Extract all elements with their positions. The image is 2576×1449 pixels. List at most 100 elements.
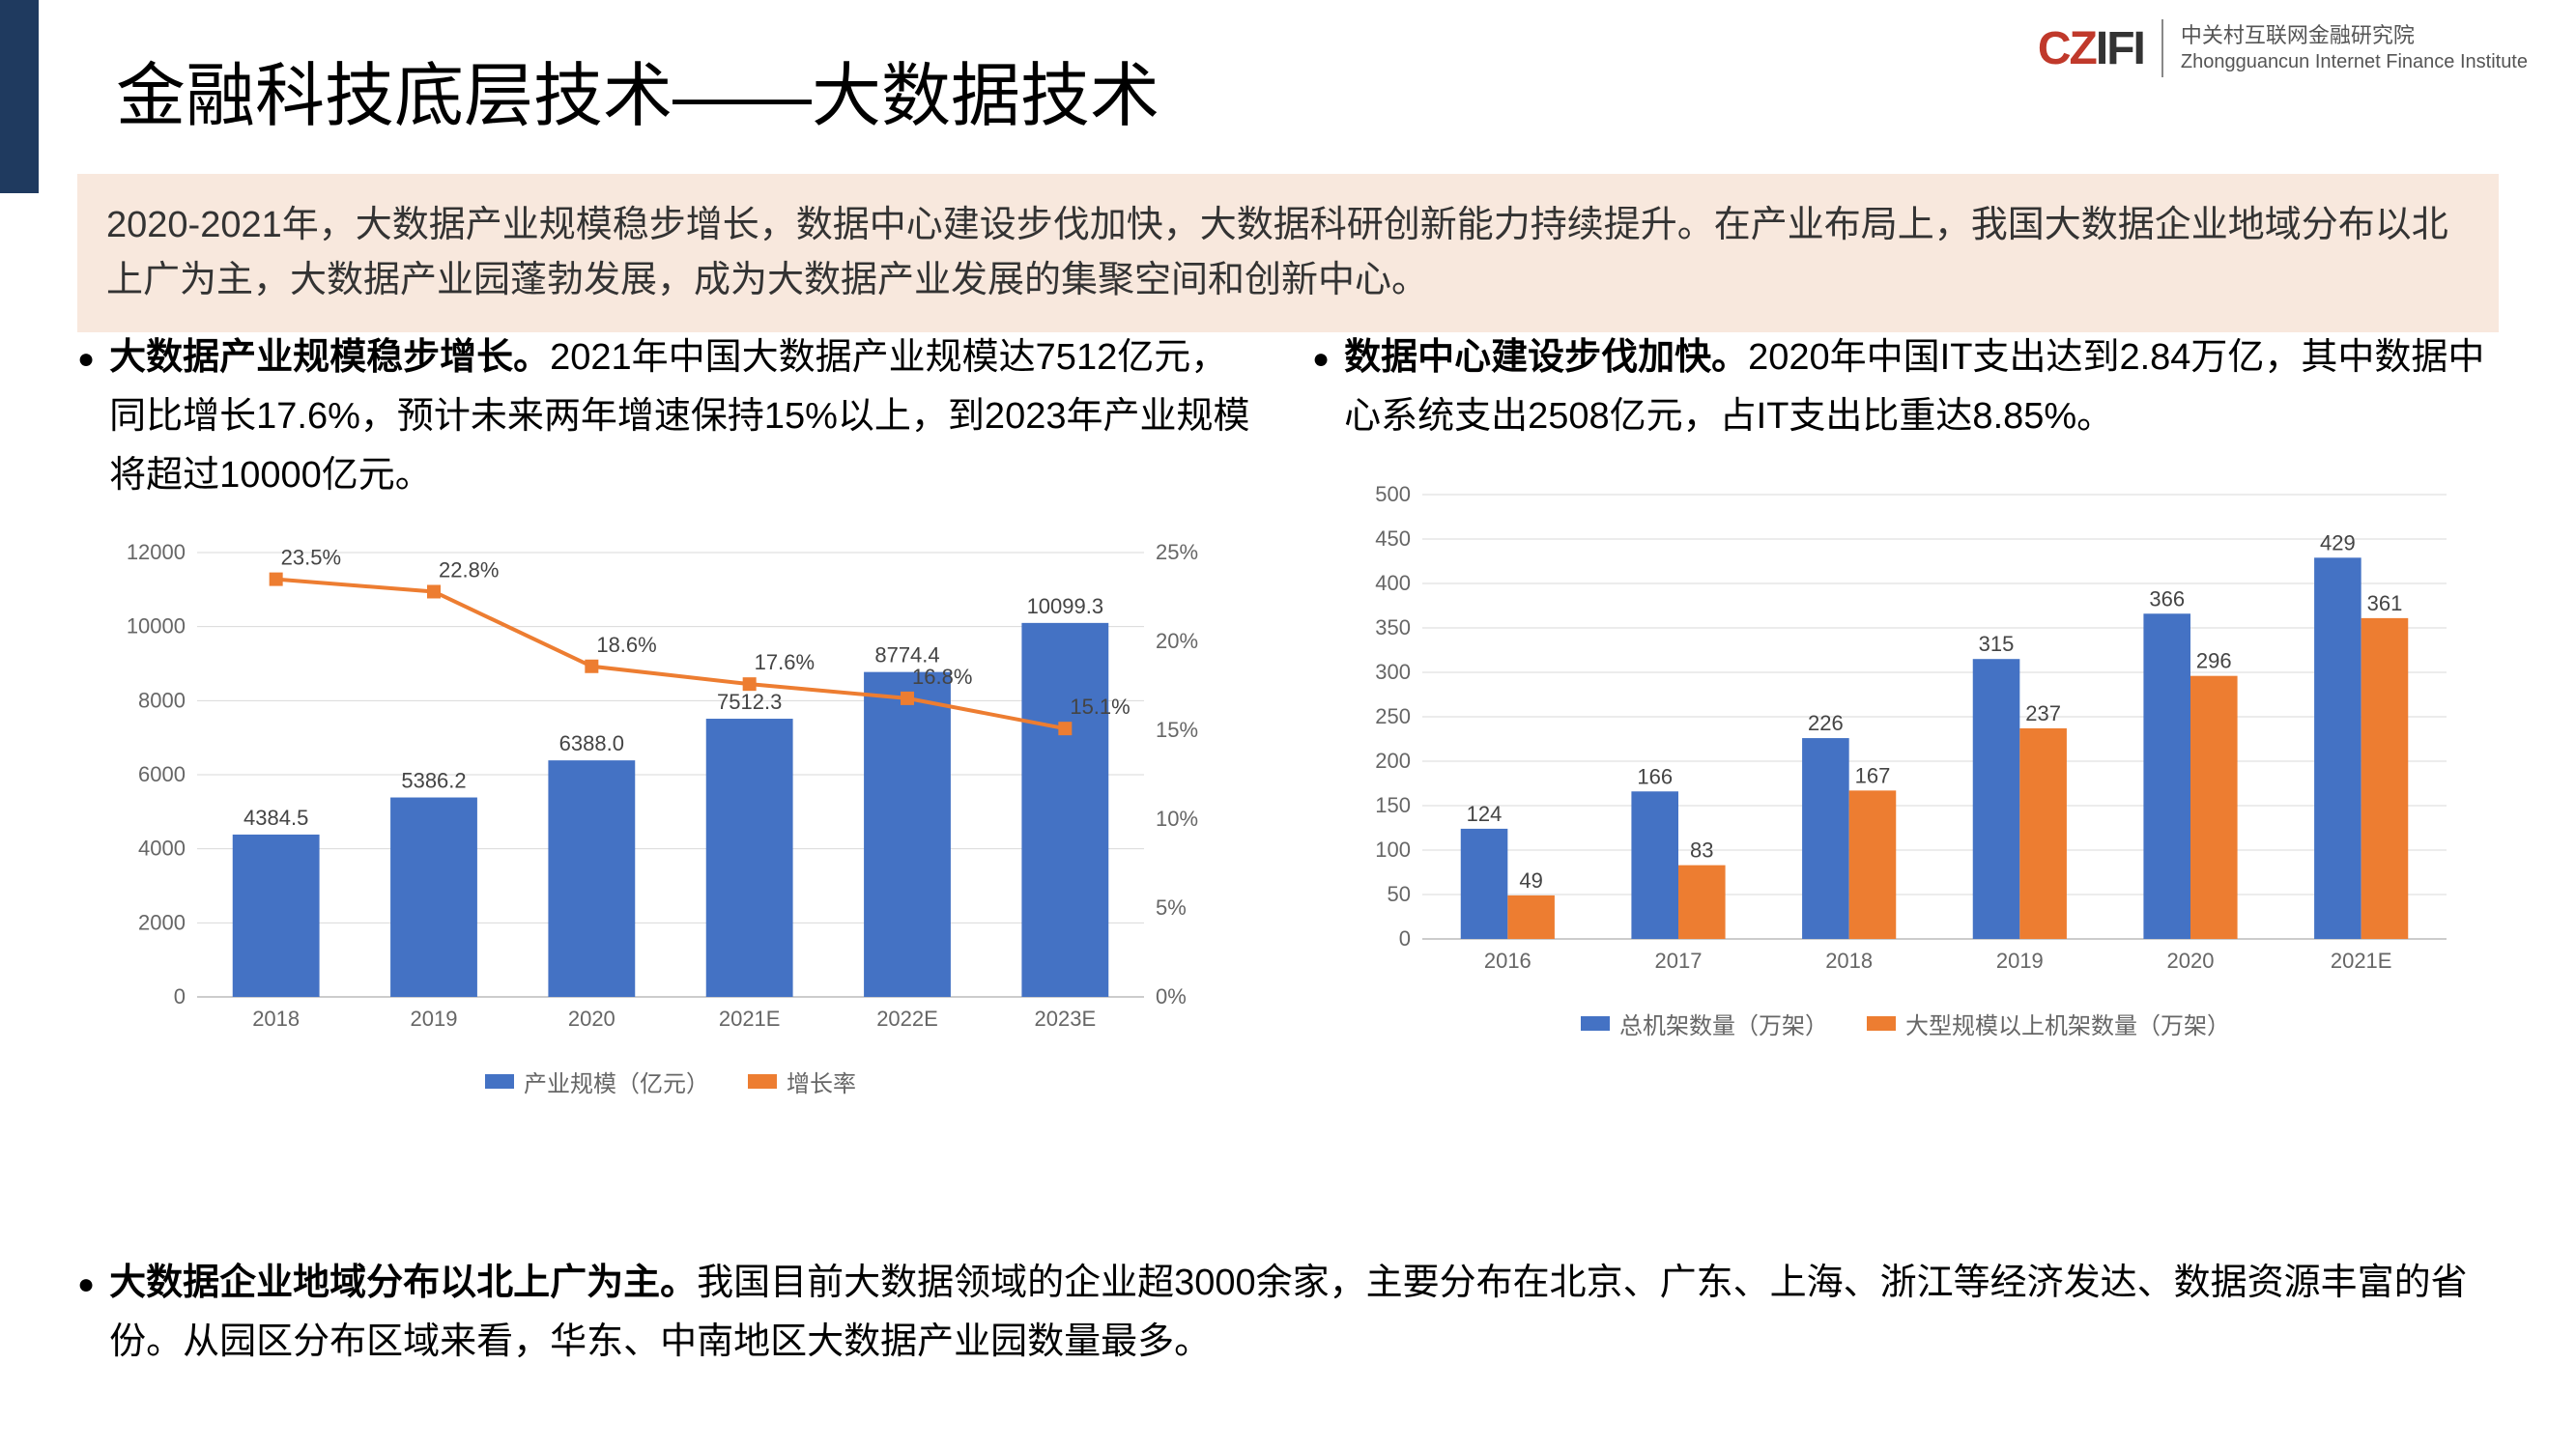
svg-text:5%: 5% [1156,895,1187,920]
svg-text:400: 400 [1375,571,1411,595]
bullet-right: ● 数据中心建设步伐加快。2020年中国IT支出达到2.84万亿，其中数据中心系… [1312,328,2499,446]
svg-text:2020: 2020 [568,1007,615,1031]
svg-text:23.5%: 23.5% [281,546,341,570]
svg-text:361: 361 [2367,590,2403,614]
svg-text:150: 150 [1375,793,1411,817]
svg-text:6388.0: 6388.0 [559,732,624,756]
svg-text:22.8%: 22.8% [439,558,499,582]
intro-box: 2020-2021年，大数据产业规模稳步增长，数据中心建设步伐加快，大数据科研创… [77,174,2499,332]
svg-text:83: 83 [1690,838,1713,862]
svg-text:250: 250 [1375,704,1411,728]
svg-text:6000: 6000 [138,762,186,786]
svg-text:500: 500 [1375,482,1411,506]
svg-text:2019: 2019 [1996,949,2044,973]
svg-text:296: 296 [2196,648,2232,672]
svg-text:2020: 2020 [2167,949,2215,973]
svg-text:237: 237 [2025,701,2061,725]
bullet-bottom: ● 大数据企业地域分布以北上广为主。我国目前大数据领域的企业超3000余家，主要… [77,1254,2499,1372]
svg-text:15%: 15% [1156,718,1198,742]
svg-text:15.1%: 15.1% [1070,696,1130,720]
svg-text:2000: 2000 [138,911,186,935]
legend-item: 总机架数量（万架） [1581,1007,1828,1040]
svg-text:350: 350 [1375,615,1411,639]
svg-text:12000: 12000 [127,540,186,564]
bullet-bottom-text: 大数据企业地域分布以北上广为主。我国目前大数据领域的企业超3000余家，主要分布… [109,1254,2499,1372]
legend-swatch-line [748,1074,777,1089]
logo-mark: CZIFI [2038,22,2144,75]
svg-text:20%: 20% [1156,629,1198,653]
svg-text:166: 166 [1637,764,1673,788]
svg-text:366: 366 [2149,586,2185,611]
logo-suffix: IFI [2096,23,2144,74]
svg-text:2018: 2018 [252,1007,300,1031]
svg-text:2016: 2016 [1484,949,1531,973]
columns: ● 大数据产业规模稳步增长。2021年中国大数据产业规模达7512亿元，同比增长… [77,328,2499,1098]
svg-text:10%: 10% [1156,807,1198,831]
col-right: ● 数据中心建设步伐加快。2020年中国IT支出达到2.84万亿，其中数据中心系… [1312,328,2499,1098]
svg-text:8000: 8000 [138,689,186,713]
legend-swatch-1 [1581,1016,1610,1031]
page-title: 金融科技底层技术——大数据技术 [116,39,1159,140]
bullet-left-bold: 大数据产业规模稳步增长。 [109,337,550,378]
chart-left: 0 2000 4000 6000 8000 10000 12000 0% 5% 10% 15% 20%… [77,533,1264,1055]
legend-item: 大型规模以上机架数量（万架） [1867,1007,2230,1040]
bullet-left: ● 大数据产业规模稳步增长。2021年中国大数据产业规模达7512亿元，同比增长… [77,328,1264,504]
svg-text:450: 450 [1375,526,1411,551]
bullet-icon: ● [1312,336,1330,446]
svg-text:16.8%: 16.8% [912,665,972,689]
svg-text:2021E: 2021E [719,1007,781,1031]
logo-prefix: CZ [2038,23,2096,74]
chart-left-svg: 0 2000 4000 6000 8000 10000 12000 0% 5% 10% 15% 20%… [77,533,1264,1055]
svg-text:49: 49 [1519,868,1542,893]
svg-text:315: 315 [1979,632,2015,656]
legend-item: 增长率 [748,1065,856,1098]
logo-cn: 中关村互联网金融研究院 [2181,22,2528,50]
svg-text:2017: 2017 [1655,949,1703,973]
chart-right-svg: 0501001502002503003504004505001244920161… [1312,475,2499,997]
svg-text:10000: 10000 [127,614,186,639]
svg-text:0: 0 [1399,926,1411,951]
svg-text:2023E: 2023E [1035,1007,1097,1031]
svg-text:50: 50 [1388,882,1411,906]
col-left: ● 大数据产业规模稳步增长。2021年中国大数据产业规模达7512亿元，同比增长… [77,328,1264,1098]
bullet-right-text: 数据中心建设步伐加快。2020年中国IT支出达到2.84万亿，其中数据中心系统支… [1344,328,2499,446]
bullet-icon: ● [77,336,95,504]
svg-text:4384.5: 4384.5 [243,806,308,830]
svg-text:2019: 2019 [411,1007,458,1031]
chart-right-legend: 总机架数量（万架） 大型规模以上机架数量（万架） [1312,1007,2499,1040]
svg-text:0%: 0% [1156,984,1187,1009]
legend-swatch-bar [485,1074,514,1089]
legend-item: 产业规模（亿元） [485,1065,709,1098]
svg-text:200: 200 [1375,749,1411,773]
logo: CZIFI 中关村互联网金融研究院 Zhongguancun Internet … [2038,19,2528,77]
sidebar-accent [0,0,39,193]
svg-text:124: 124 [1467,802,1503,826]
svg-text:10099.3: 10099.3 [1027,594,1104,618]
legend-label: 产业规模（亿元） [524,1065,709,1098]
legend-swatch-2 [1867,1016,1896,1031]
logo-text: 中关村互联网金融研究院 Zhongguancun Internet Financ… [2181,22,2528,75]
svg-text:100: 100 [1375,838,1411,862]
svg-text:18.6%: 18.6% [596,633,656,657]
svg-text:2018: 2018 [1825,949,1873,973]
bullet-icon: ● [77,1262,95,1372]
svg-text:17.6%: 17.6% [755,651,815,675]
legend-label: 大型规模以上机架数量（万架） [1905,1007,2230,1040]
bullet-left-text: 大数据产业规模稳步增长。2021年中国大数据产业规模达7512亿元，同比增长17… [109,328,1264,504]
legend-label: 增长率 [787,1065,856,1098]
svg-text:226: 226 [1808,711,1844,735]
logo-en: Zhongguancun Internet Finance Institute [2181,49,2528,74]
svg-text:0: 0 [174,984,186,1009]
chart-left-legend: 产业规模（亿元） 增长率 [77,1065,1264,1098]
svg-text:167: 167 [1855,763,1891,787]
svg-text:7512.3: 7512.3 [717,690,782,714]
svg-text:429: 429 [2320,530,2356,554]
logo-divider [2161,19,2163,77]
svg-text:25%: 25% [1156,540,1198,564]
svg-text:2021E: 2021E [2331,949,2392,973]
chart-right: 0501001502002503003504004505001244920161… [1312,475,2499,997]
legend-label: 总机架数量（万架） [1619,1007,1828,1040]
svg-text:5386.2: 5386.2 [401,769,466,793]
svg-text:4000: 4000 [138,837,186,861]
bullet-right-bold: 数据中心建设步伐加快。 [1344,337,1748,378]
